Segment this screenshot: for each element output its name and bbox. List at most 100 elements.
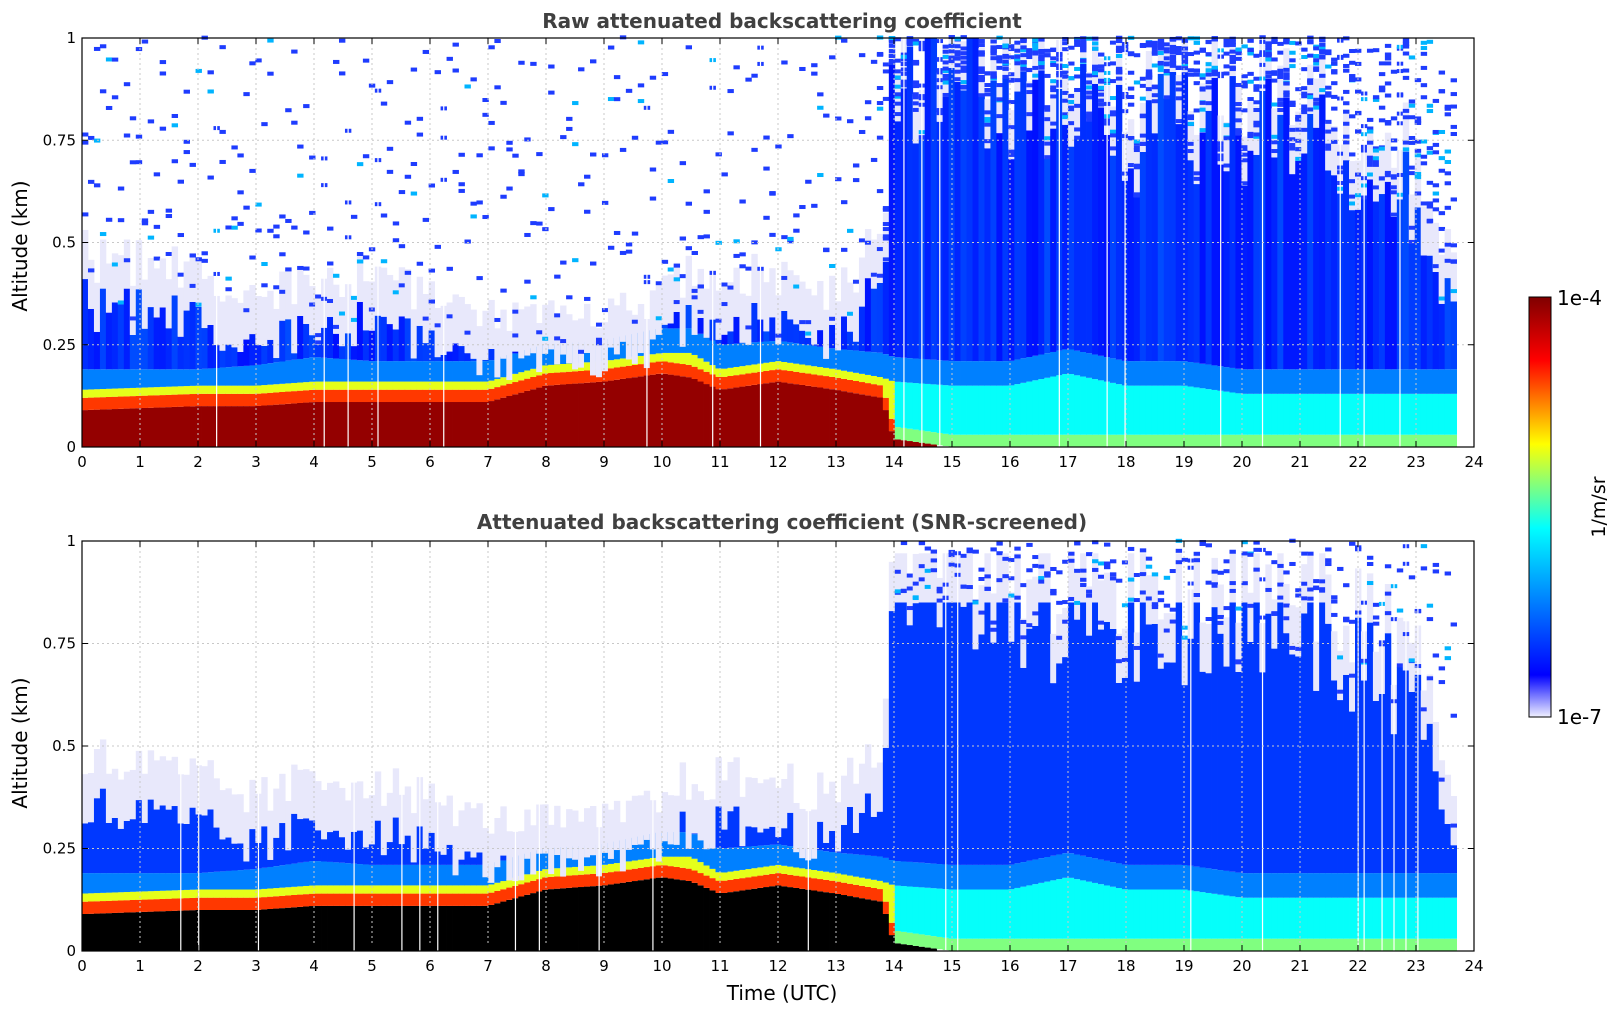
heatmap-cell — [1169, 938, 1177, 951]
heatmap-cell — [1163, 662, 1171, 865]
noise-speckle — [829, 316, 836, 321]
heatmap-cell — [841, 775, 848, 825]
noise-speckle — [1026, 83, 1033, 88]
heatmap-cell — [1277, 114, 1284, 370]
noise-speckle — [1295, 588, 1302, 593]
noise-speckle — [1295, 646, 1302, 651]
heatmap-cell — [990, 361, 997, 386]
heatmap-cell — [213, 897, 220, 910]
heatmap-cell — [261, 393, 268, 406]
noise-speckle — [1098, 64, 1105, 69]
noise-speckle — [1127, 163, 1135, 168]
heatmap-cell — [518, 884, 525, 897]
noise-speckle — [1205, 543, 1212, 548]
heatmap-cell — [1289, 434, 1296, 447]
noise-speckle — [207, 175, 214, 180]
heatmap-cell — [1121, 938, 1129, 951]
heatmap-cell — [679, 811, 687, 833]
heatmap-cell — [637, 364, 645, 377]
noise-speckle — [996, 114, 1003, 119]
noise-speckle — [1062, 619, 1069, 624]
noise-speckle — [1253, 132, 1260, 137]
heatmap-cell — [1378, 194, 1386, 370]
noise-speckle — [82, 212, 89, 217]
heatmap-cell — [338, 893, 346, 906]
heatmap-cell — [1098, 884, 1105, 939]
noise-speckle — [1426, 39, 1434, 44]
heatmap-cell — [177, 394, 185, 407]
heatmap-cell — [1349, 161, 1356, 211]
noise-speckle — [1277, 101, 1284, 106]
heatmap-cell — [1372, 201, 1380, 370]
heatmap-cell — [542, 365, 549, 374]
noise-speckle — [1169, 63, 1177, 68]
heatmap-cell — [362, 281, 370, 331]
heatmap-cell — [1444, 393, 1452, 435]
heatmap-cell — [1086, 635, 1093, 858]
noise-speckle — [1133, 572, 1141, 577]
noise-speckle — [1193, 108, 1201, 113]
noise-speckle — [1211, 37, 1218, 42]
heatmap-cell — [273, 392, 280, 405]
heatmap-cell — [613, 800, 621, 851]
heatmap-cell — [858, 306, 866, 352]
heatmap-cell — [1032, 938, 1039, 951]
heatmap-cell — [452, 343, 459, 362]
colorbar-scale — [1528, 296, 1552, 718]
noise-speckle — [1050, 47, 1057, 52]
heatmap-cell — [141, 891, 149, 900]
heatmap-cell — [267, 363, 274, 385]
heatmap-cell — [458, 389, 465, 403]
heatmap-cell — [267, 392, 274, 406]
noise-speckle — [948, 553, 955, 558]
missing-profile — [180, 541, 182, 951]
heatmap-cell — [661, 865, 669, 878]
heatmap-cell — [1014, 863, 1021, 888]
heatmap-cell — [787, 362, 794, 372]
x-tick-label: 18 — [1116, 957, 1135, 975]
noise-speckle — [1074, 87, 1081, 92]
noise-speckle — [123, 82, 131, 87]
heatmap-cell — [667, 795, 675, 845]
heatmap-cell — [691, 833, 698, 835]
heatmap-cell — [918, 862, 926, 888]
noise-speckle — [1044, 141, 1051, 146]
noise-speckle — [1438, 70, 1446, 75]
noise-speckle — [398, 190, 406, 195]
heatmap-cell — [362, 893, 370, 906]
noise-speckle — [1229, 36, 1236, 41]
heatmap-cell — [1331, 126, 1338, 176]
heatmap-cell — [1008, 434, 1015, 447]
heatmap-cell — [841, 824, 848, 854]
heatmap-cell — [207, 275, 214, 325]
heatmap-cell — [518, 309, 525, 359]
x-tick-label: 24 — [1464, 957, 1483, 975]
noise-speckle — [1026, 52, 1033, 57]
noise-speckle — [554, 313, 561, 318]
heatmap-cell — [219, 839, 226, 872]
heatmap-cell — [123, 820, 131, 874]
x-tick-label: 1 — [135, 453, 145, 471]
noise-speckle — [1331, 127, 1338, 132]
heatmap-cell — [721, 892, 728, 951]
heatmap-cell — [996, 84, 1003, 134]
noise-speckle — [1277, 582, 1284, 587]
heatmap-cell — [655, 285, 663, 335]
heatmap-cell — [1331, 175, 1338, 370]
noise-speckle — [1133, 645, 1141, 650]
heatmap-cell — [135, 899, 143, 913]
heatmap-cell — [82, 893, 89, 902]
heatmap-cell — [1289, 873, 1296, 898]
noise-speckle — [1384, 61, 1392, 66]
noise-speckle — [1205, 616, 1212, 621]
heatmap-cell — [135, 289, 143, 370]
heatmap-cell — [500, 889, 507, 902]
heatmap-cell — [912, 358, 920, 384]
heatmap-cell — [763, 370, 770, 384]
heatmap-cell — [1396, 938, 1404, 951]
noise-speckle — [1151, 93, 1159, 98]
heatmap-cell — [243, 897, 250, 910]
heatmap-cell — [1349, 393, 1356, 435]
heatmap-cell — [1211, 38, 1218, 78]
noise-speckle — [990, 627, 997, 632]
